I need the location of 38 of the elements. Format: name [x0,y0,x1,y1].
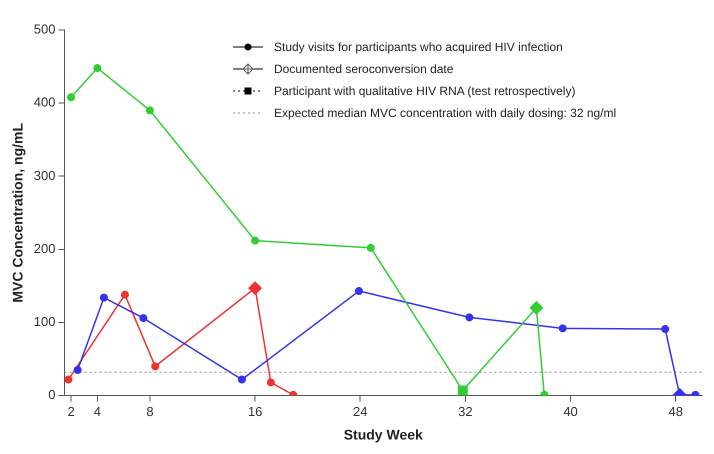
point [93,64,102,72]
y-tick-label: 0 [48,387,56,402]
y-axis-title: MVC Concentration, ng/mL [9,122,26,303]
x-tick-label: 24 [353,404,368,419]
point [74,366,82,374]
point [67,93,76,102]
point [139,314,148,322]
point [266,378,275,386]
y-tick-label: 100 [34,314,56,330]
y-tick-label: 400 [34,94,56,110]
x-tick-label: 4 [94,404,101,419]
point [458,386,468,396]
x-axis-title: Study Week [344,426,424,442]
annotation: Study visits for participants who acquired HIV infection [274,40,563,54]
y-tick-label: 300 [34,168,56,183]
point [120,290,129,299]
legend-label: Expected median MVC concentration with daily dosing: 32 ng/ml [274,106,616,120]
point [465,313,474,322]
point [558,324,567,332]
point [251,236,260,245]
point [366,244,375,252]
point [238,376,246,384]
x-tick-label: 40 [563,404,578,419]
point [64,376,72,384]
annotation: Documented seroconversion date [274,62,454,76]
point [661,325,670,334]
x-tick-label: 32 [458,404,473,419]
point [354,287,363,296]
y-tick-label: 200 [34,240,56,256]
x-tick-label: 8 [146,404,154,419]
point [100,294,108,302]
point [151,362,160,370]
annotation: Participant with qualitative HIV RNA (test retrospectively) [274,84,576,98]
point [146,106,154,114]
y-tick-label: 500 [34,22,56,37]
x-tick-label: 2 [67,404,75,419]
x-tick-label: 16 [248,404,262,419]
x-tick-label: 48 [668,404,683,419]
